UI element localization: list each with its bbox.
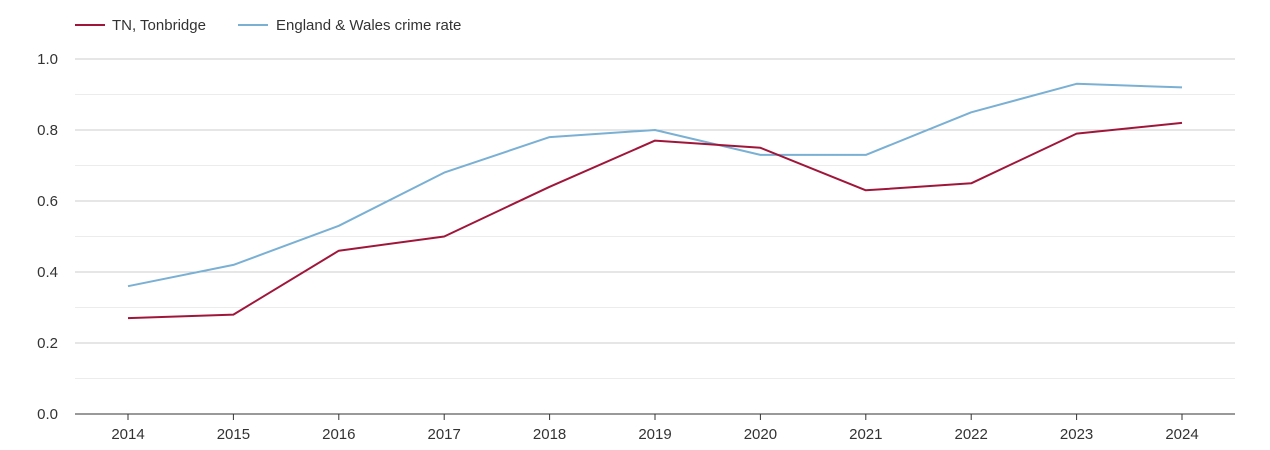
y-tick-label: 1.0 bbox=[37, 51, 58, 68]
x-axis-ticks: 2014 2015 2016 2017 2018 2019 2020 2021 2022 2023… bbox=[111, 414, 1199, 443]
legend-label-tonbridge: TN, Tonbridge bbox=[112, 17, 206, 34]
series-line-england-wales bbox=[127, 82, 1183, 288]
y-tick-label: 0.8 bbox=[37, 122, 58, 139]
series-line-tonbridge bbox=[127, 121, 1183, 320]
y-tick-label: 0.2 bbox=[37, 335, 58, 352]
x-tick-label: 2024 bbox=[1165, 426, 1198, 443]
y-tick-label: 0.6 bbox=[37, 193, 58, 210]
x-tick-label: 2017 bbox=[428, 426, 461, 443]
x-tick-label: 2021 bbox=[849, 426, 882, 443]
y-tick-label: 0.0 bbox=[37, 406, 58, 423]
grid-lines bbox=[75, 58, 1235, 379]
x-tick-label: 2019 bbox=[638, 426, 671, 443]
x-tick-label: 2023 bbox=[1060, 426, 1093, 443]
legend-label-england-wales: England & Wales crime rate bbox=[276, 17, 461, 34]
y-tick-label: 0.4 bbox=[37, 264, 58, 281]
x-tick-label: 2016 bbox=[322, 426, 355, 443]
x-tick-label: 2014 bbox=[111, 426, 144, 443]
legend: TN, Tonbridge England & Wales crime rate bbox=[75, 17, 461, 34]
x-tick-label: 2022 bbox=[955, 426, 988, 443]
x-tick-label: 2018 bbox=[533, 426, 566, 443]
y-axis-ticks: 0.0 0.2 0.4 0.6 0.8 1.0 bbox=[37, 51, 58, 423]
series-lines bbox=[127, 82, 1183, 320]
x-tick-label: 2015 bbox=[217, 426, 250, 443]
x-tick-label: 2020 bbox=[744, 426, 777, 443]
